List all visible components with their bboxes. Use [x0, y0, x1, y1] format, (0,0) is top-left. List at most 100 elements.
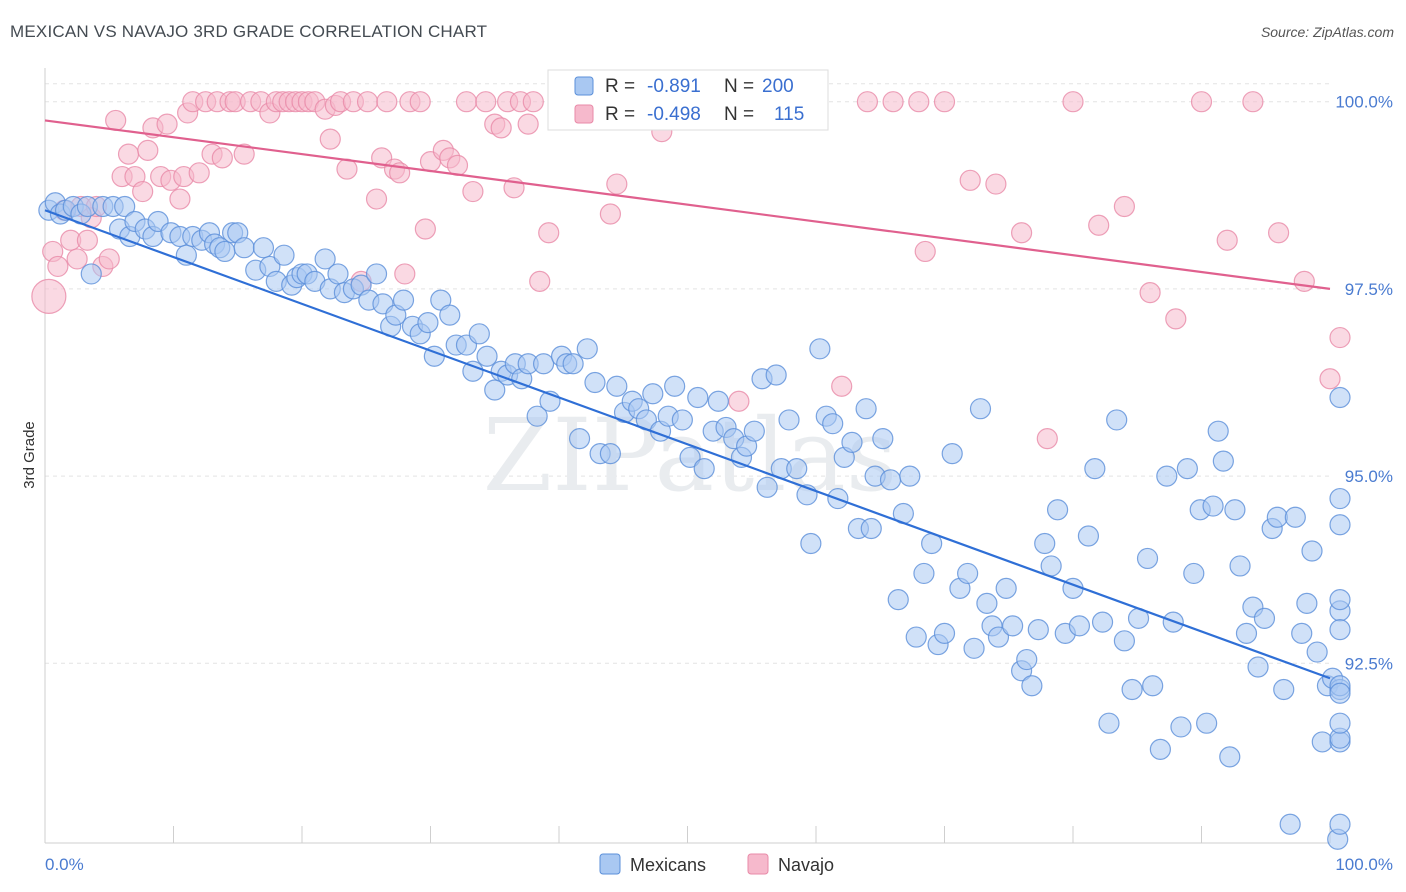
- mexicans-point: [599, 443, 622, 465]
- bottom-legend: Mexicans Navajo: [599, 853, 834, 875]
- x-tick-label-min: 0.0%: [45, 855, 84, 874]
- navajo-point: [446, 154, 469, 176]
- mexicans-point: [1077, 525, 1100, 547]
- mexicans-point: [687, 386, 709, 409]
- mexicans-point: [468, 323, 490, 345]
- mexicans-point: [1046, 499, 1069, 521]
- mexicans-point: [1224, 499, 1246, 521]
- mexicans-point: [822, 413, 844, 435]
- legend-r-value-navajo: -0.498: [647, 104, 701, 125]
- navajo-point: [1113, 195, 1136, 218]
- mexicans-point: [1202, 495, 1224, 517]
- mexicans-point: [860, 517, 882, 540]
- mexicans-point: [1068, 615, 1091, 637]
- mexicans-point: [1002, 615, 1024, 637]
- mexicans-point: [1040, 555, 1062, 577]
- navajo-point: [1010, 222, 1033, 244]
- navajo-point: [529, 270, 551, 293]
- navajo-point: [319, 128, 341, 150]
- navajo-point: [538, 222, 560, 244]
- mexicans-point: [1034, 532, 1056, 555]
- legend-box: R = -0.891 N = 200 R = -0.498 N = 115: [547, 69, 829, 131]
- mexicans-point: [532, 353, 555, 375]
- navajo-point: [1267, 222, 1290, 244]
- mexicans-point: [1291, 622, 1313, 644]
- navajo-point: [1190, 91, 1213, 113]
- mexicans-point: [1266, 506, 1288, 528]
- navajo-point: [1139, 282, 1161, 304]
- mexicans-point: [887, 589, 909, 611]
- mexicans-point: [568, 428, 591, 450]
- mexicans-point: [1176, 458, 1198, 480]
- navajo-point: [522, 91, 544, 113]
- navajo-point: [336, 158, 358, 180]
- mexicans-point: [679, 446, 701, 468]
- mexicans-point: [1329, 712, 1351, 734]
- trend-lines: [44, 119, 1331, 680]
- mexicans-point: [941, 443, 963, 465]
- mexicans-point: [707, 390, 729, 412]
- bottom-legend-label-navajo: Navajo: [778, 855, 834, 875]
- mexicans-trend-line: [44, 209, 1331, 680]
- mexicans-point: [963, 637, 985, 659]
- navajo-point: [356, 91, 379, 113]
- navajo-point: [132, 180, 154, 203]
- mexicans-point: [1284, 506, 1306, 528]
- mexicans-point: [1229, 555, 1251, 577]
- mexicans-point: [809, 338, 831, 360]
- navajo-point: [462, 180, 484, 203]
- navajo-point: [914, 240, 936, 263]
- legend-n-value-navajo: 115: [774, 104, 804, 125]
- mexicans-point: [576, 338, 598, 360]
- navajo-point: [211, 147, 233, 169]
- mexicans-point: [778, 409, 800, 431]
- y-tick-label: 100.0%: [1335, 93, 1393, 112]
- legend-r-label-mexicans: R =: [605, 76, 635, 97]
- mexicans-point: [1207, 420, 1229, 442]
- navajo-point: [728, 390, 750, 412]
- mexicans-point: [562, 353, 584, 375]
- mexicans-point: [1106, 409, 1128, 431]
- navajo-point: [66, 248, 88, 270]
- navajo-point: [908, 91, 930, 113]
- mexicans-point: [1219, 746, 1241, 768]
- mexicans-point: [800, 532, 822, 555]
- navajo-point: [376, 91, 398, 113]
- navajo-point: [985, 173, 1007, 195]
- mexicans-point: [1196, 712, 1218, 734]
- mexicans-point: [1301, 540, 1323, 562]
- mexicans-point: [584, 371, 606, 394]
- y-tick-labels: 92.5% 95.0% 97.5% 100.0%: [1335, 93, 1393, 674]
- navajo-point: [169, 188, 191, 210]
- navajo-point: [1319, 368, 1341, 390]
- mexicans-point: [1253, 607, 1276, 629]
- legend-n-label-navajo: N =: [724, 104, 754, 125]
- mexicans-point: [872, 428, 894, 450]
- navajo-point: [475, 91, 497, 113]
- navajo-point: [831, 375, 853, 397]
- mexicans-point: [1084, 458, 1106, 480]
- x-ticks: [44, 826, 1331, 843]
- bottom-legend-swatch-navajo: [747, 853, 769, 875]
- y-axis-title: 3rd Grade: [21, 421, 38, 489]
- mexicans-point: [526, 405, 548, 427]
- mexicans-point: [969, 398, 992, 420]
- navajo-point: [1165, 308, 1187, 330]
- mexicans-point: [365, 263, 388, 285]
- navajo-point: [76, 229, 99, 251]
- mexicans-point: [913, 562, 935, 585]
- mexicans-point: [114, 195, 136, 218]
- mexicans-point: [905, 626, 927, 648]
- mexicans-point: [273, 244, 295, 266]
- navajo-point: [455, 91, 478, 113]
- mexicans-point: [327, 263, 349, 285]
- mexicans-point: [214, 240, 236, 263]
- mexicans-point: [417, 311, 439, 334]
- x-tick-label-max: 100.0%: [1335, 855, 1393, 874]
- mexicans-point: [756, 476, 778, 498]
- mexicans-point: [1170, 716, 1192, 738]
- navajo-point: [31, 278, 67, 314]
- mexicans-point: [1329, 618, 1351, 641]
- mexicans-point: [664, 375, 686, 397]
